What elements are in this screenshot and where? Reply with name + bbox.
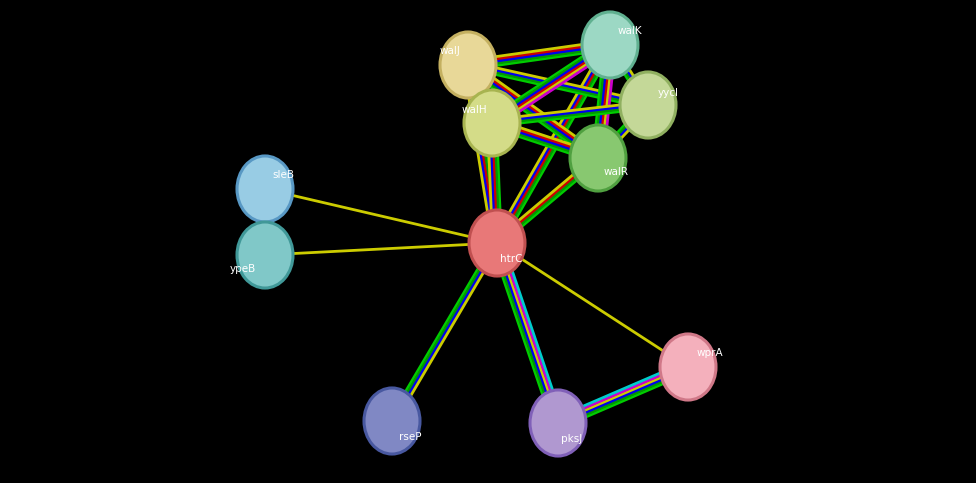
- Text: htrC: htrC: [500, 254, 522, 264]
- Ellipse shape: [237, 156, 293, 222]
- Text: sleB: sleB: [272, 170, 294, 180]
- Text: pksJ: pksJ: [561, 434, 583, 444]
- Ellipse shape: [570, 125, 626, 191]
- Text: wprA: wprA: [697, 348, 723, 358]
- Ellipse shape: [582, 12, 638, 78]
- Ellipse shape: [464, 90, 520, 156]
- Ellipse shape: [469, 210, 525, 276]
- Text: walJ: walJ: [439, 46, 461, 56]
- Text: yycI: yycI: [658, 88, 678, 98]
- Text: walH: walH: [462, 105, 487, 115]
- Text: walR: walR: [603, 167, 629, 177]
- Ellipse shape: [660, 334, 716, 400]
- Ellipse shape: [620, 72, 676, 138]
- Ellipse shape: [440, 32, 496, 98]
- Text: ypeB: ypeB: [230, 264, 256, 274]
- Text: rseP: rseP: [399, 432, 422, 442]
- Ellipse shape: [530, 390, 586, 456]
- Ellipse shape: [237, 222, 293, 288]
- Text: walK: walK: [618, 26, 642, 36]
- Ellipse shape: [364, 388, 420, 454]
